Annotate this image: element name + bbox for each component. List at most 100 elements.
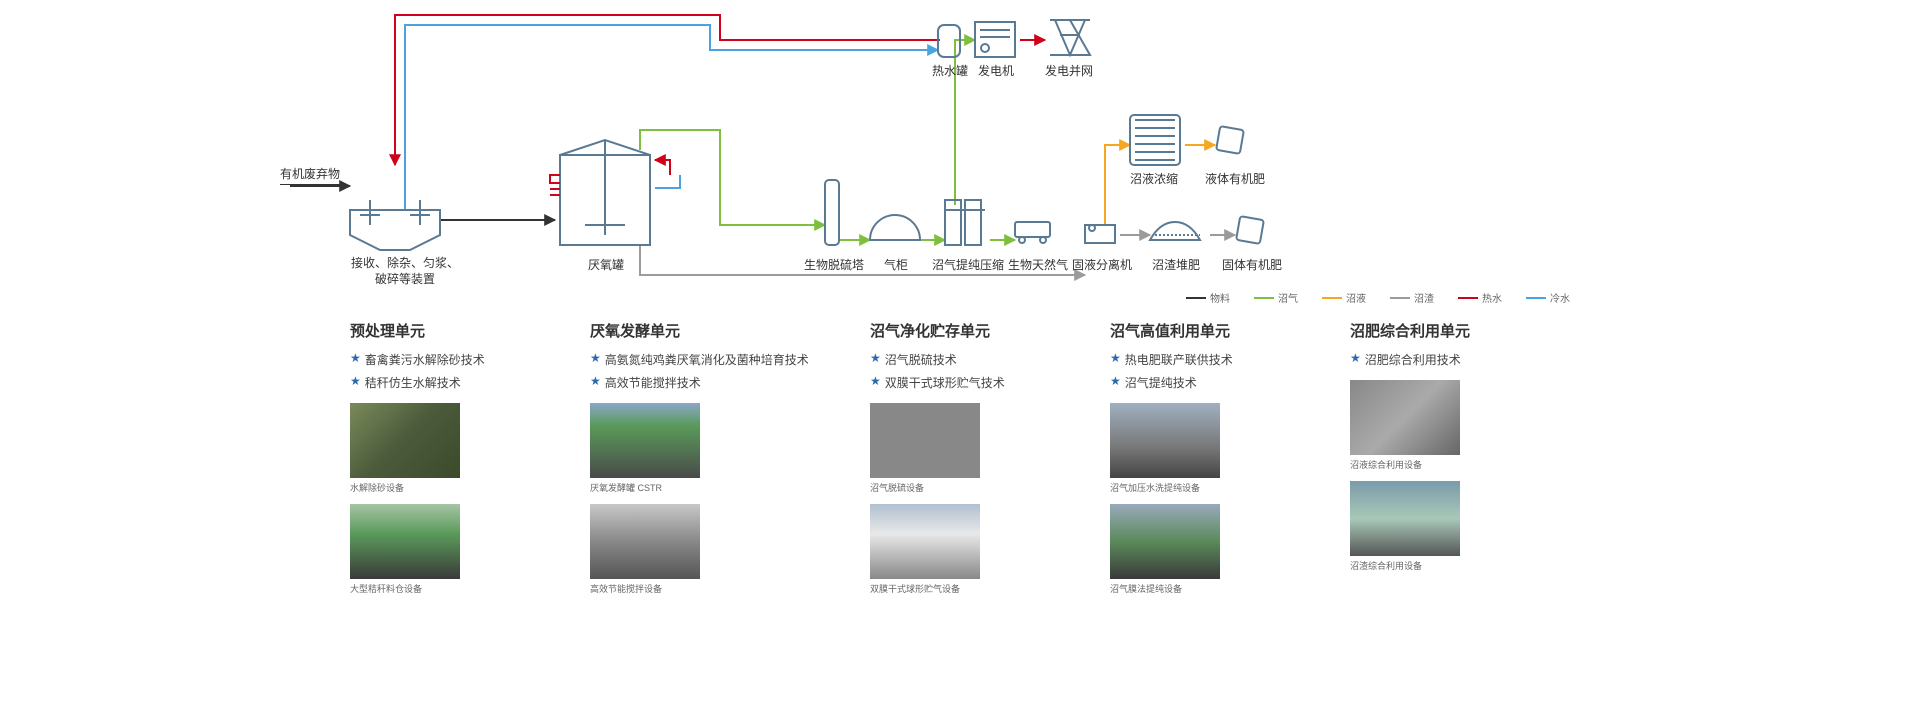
thumb-caption: 沼渣综合利用设备: [1350, 559, 1460, 572]
thumb: 厌氧发酵罐 CSTR: [590, 403, 700, 494]
node-generator-label: 发电机: [978, 62, 1014, 79]
column-title: 沼气高值利用单元: [1110, 320, 1290, 341]
thumb-image: [590, 504, 700, 579]
legend-label: 沼渣: [1414, 290, 1434, 305]
thumb: 水解除砂设备: [350, 403, 460, 494]
star-icon: ★: [350, 374, 361, 388]
node-hottank-label: 热水罐: [932, 62, 968, 79]
legend-item: 物料: [1186, 290, 1230, 305]
thumb-list: 沼液综合利用设备沼渣综合利用设备: [1350, 380, 1530, 572]
tech-label: 沼肥综合利用技术: [1365, 351, 1461, 368]
thumb-image: [1110, 504, 1220, 579]
thumb-caption: 沼气加压水洗提纯设备: [1110, 481, 1220, 494]
thumb-caption: 水解除砂设备: [350, 481, 460, 494]
thumb-image: [870, 504, 980, 579]
unit-column: 沼肥综合利用单元 ★ 沼肥综合利用技术沼液综合利用设备沼渣综合利用设备: [1350, 320, 1530, 595]
tech-item: ★ 畜禽粪污水解除砂技术: [350, 351, 530, 368]
unit-column: 沼气净化贮存单元 ★ 沼气脱硫技术 ★ 双膜干式球形贮气技术沼气脱硫设备双膜干式球形贮气…: [870, 320, 1050, 595]
thumb-list: 厌氧发酵罐 CSTR 高效节能搅拌设备: [590, 403, 810, 595]
node-slurrycompost-label: 沼渣堆肥: [1152, 256, 1200, 273]
node-sep-label: 固液分离机: [1072, 256, 1132, 273]
thumb-list: 沼气加压水洗提纯设备沼气膜法提纯设备: [1110, 403, 1290, 595]
input-label: 有机废弃物: [280, 165, 340, 185]
unit-column: 预处理单元 ★ 畜禽粪污水解除砂技术 ★ 秸秆仿生水解技术水解除砂设备大型秸秆料仓设备: [350, 320, 530, 595]
tech-item: ★ 双膜干式球形贮气技术: [870, 374, 1050, 391]
node-liquidfert-label: 液体有机肥: [1205, 170, 1265, 187]
star-icon: ★: [1110, 374, 1121, 388]
legend-swatch: [1186, 297, 1206, 299]
thumb-caption: 沼液综合利用设备: [1350, 458, 1460, 471]
legend-label: 热水: [1482, 290, 1502, 305]
node-gasholder-label: 气柜: [884, 256, 908, 273]
tech-item: ★ 秸秆仿生水解技术: [350, 374, 530, 391]
node-bng-label: 生物天然气: [1008, 256, 1068, 273]
star-icon: ★: [870, 374, 881, 388]
tech-item: ★ 沼肥综合利用技术: [1350, 351, 1530, 368]
thumb-caption: 沼气膜法提纯设备: [1110, 582, 1220, 595]
star-icon: ★: [590, 351, 601, 365]
thumb-list: 沼气脱硫设备双膜干式球形贮气设备: [870, 403, 1050, 595]
node-pretreat-label: 接收、除杂、匀浆、 破碎等装置: [345, 256, 465, 287]
legend-label: 沼气: [1278, 290, 1298, 305]
node-solidfert-label: 固体有机肥: [1222, 256, 1282, 273]
thumb: 大型秸秆料仓设备: [350, 504, 460, 595]
thumb-caption: 双膜干式球形贮气设备: [870, 582, 980, 595]
thumb-list: 水解除砂设备大型秸秆料仓设备: [350, 403, 530, 595]
tech-item: ★ 高效节能搅拌技术: [590, 374, 810, 391]
star-icon: ★: [870, 351, 881, 365]
node-desulfur-label: 生物脱硫塔: [804, 256, 864, 273]
process-diagram: 有机废弃物 接收、除杂、匀浆、 破碎等装置 厌氧罐 生物脱硫塔 气柜 沼气提纯压…: [0, 0, 1920, 300]
thumb: 双膜干式球形贮气设备: [870, 504, 980, 595]
thumb: 高效节能搅拌设备: [590, 504, 700, 595]
unit-column: 厌氧发酵单元 ★ 高氨氮纯鸡粪厌氧消化及菌种培育技术 ★ 高效节能搅拌技术厌氧发酵罐 C…: [590, 320, 810, 595]
column-title: 沼肥综合利用单元: [1350, 320, 1530, 341]
legend-label: 沼液: [1346, 290, 1366, 305]
thumb: 沼气膜法提纯设备: [1110, 504, 1220, 595]
thumb-image: [350, 504, 460, 579]
legend-item: 沼渣: [1390, 290, 1434, 305]
tech-item: ★热电肥联产联供技术: [1110, 351, 1290, 368]
legend-item: 热水: [1458, 290, 1502, 305]
thumb-caption: 厌氧发酵罐 CSTR: [590, 481, 700, 494]
legend-swatch: [1322, 297, 1342, 299]
node-compress-label: 沼气提纯压缩: [932, 256, 1004, 273]
tech-item: ★ 高氨氮纯鸡粪厌氧消化及菌种培育技术: [590, 351, 810, 368]
tech-item: ★ 沼气脱硫技术: [870, 351, 1050, 368]
thumb-caption: 沼气脱硫设备: [870, 481, 980, 494]
legend-swatch: [1254, 297, 1274, 299]
tech-label: 沼气脱硫技术: [885, 351, 957, 368]
legend-swatch: [1390, 297, 1410, 299]
thumb-image: [870, 403, 980, 478]
thumb-caption: 大型秸秆料仓设备: [350, 582, 460, 595]
star-icon: ★: [590, 374, 601, 388]
column-title: 厌氧发酵单元: [590, 320, 810, 341]
thumb-image: [1350, 481, 1460, 556]
equipment-icons: [0, 0, 1920, 300]
star-icon: ★: [1350, 351, 1361, 365]
legend-item: 沼气: [1254, 290, 1298, 305]
legend-label: 物料: [1210, 290, 1230, 305]
thumb-image: [590, 403, 700, 478]
legend-item: 沼液: [1322, 290, 1366, 305]
star-icon: ★: [1110, 351, 1121, 365]
tech-label: 双膜干式球形贮气技术: [885, 374, 1005, 391]
column-title: 沼气净化贮存单元: [870, 320, 1050, 341]
thumb: 沼气脱硫设备: [870, 403, 980, 494]
tech-label: 畜禽粪污水解除砂技术: [365, 351, 485, 368]
tech-label: 秸秆仿生水解技术: [365, 374, 461, 391]
thumb-image: [1350, 380, 1460, 455]
column-title: 预处理单元: [350, 320, 530, 341]
thumb-image: [350, 403, 460, 478]
thumb-caption: 高效节能搅拌设备: [590, 582, 700, 595]
thumb: 沼渣综合利用设备: [1350, 481, 1460, 572]
thumb: 沼液综合利用设备: [1350, 380, 1460, 471]
unit-columns: 预处理单元★畜禽粪污水解除砂技术★秸秆仿生水解技术水解除砂设备大型秸秆料仓设备厌…: [350, 320, 1530, 595]
legend-item: 冷水: [1526, 290, 1570, 305]
node-anaerobic-label: 厌氧罐: [588, 256, 624, 273]
legend-label: 冷水: [1550, 290, 1570, 305]
unit-column: 沼气高值利用单元★热电肥联产联供技术★沼气提纯技术沼气加压水洗提纯设备沼气膜法提…: [1110, 320, 1290, 595]
tech-label: 高氨氮纯鸡粪厌氧消化及菌种培育技术: [605, 351, 809, 368]
star-icon: ★: [350, 351, 361, 365]
tech-label: 高效节能搅拌技术: [605, 374, 701, 391]
thumb-image: [1110, 403, 1220, 478]
